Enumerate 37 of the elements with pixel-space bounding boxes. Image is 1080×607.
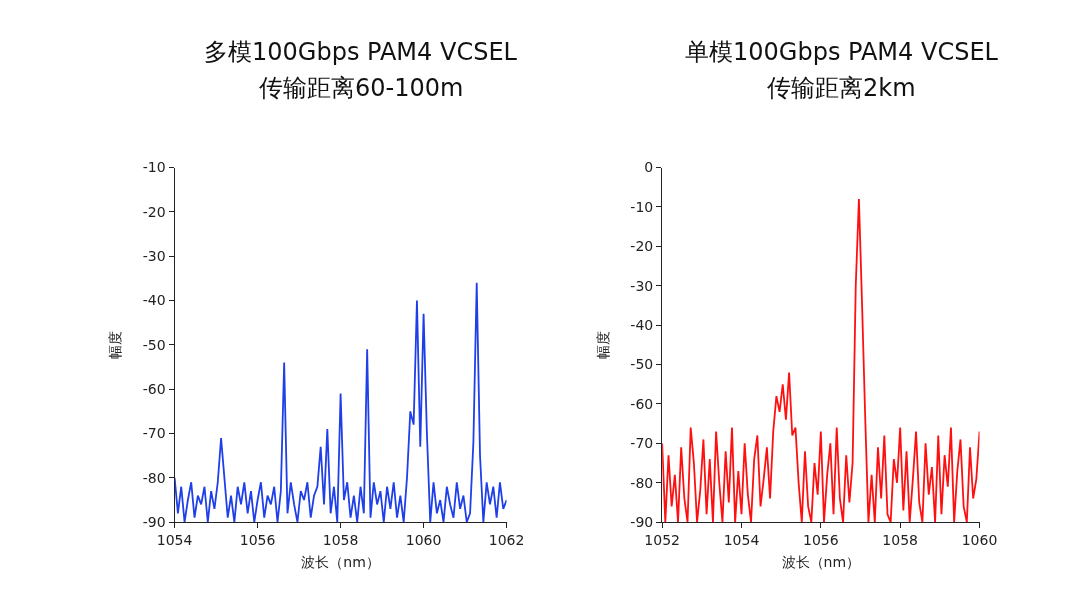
y-tick-label: -40 bbox=[142, 292, 166, 309]
x-tick-label: 1060 bbox=[961, 532, 998, 549]
y-tick-label: -30 bbox=[630, 277, 654, 294]
y-tick-label: -60 bbox=[142, 381, 166, 398]
chart-title: 单模100Gbps PAM4 VCSEL bbox=[685, 38, 999, 66]
y-tick-label: 0 bbox=[644, 159, 654, 176]
y-tick-label: -10 bbox=[142, 159, 166, 176]
x-tick-label: 1060 bbox=[405, 532, 442, 549]
y-tick-label: -20 bbox=[142, 203, 166, 220]
y-tick-label: -80 bbox=[630, 474, 654, 491]
x-tick-label: 1058 bbox=[322, 532, 359, 549]
y-tick-label: -90 bbox=[630, 514, 654, 531]
y-tick-label: -70 bbox=[630, 435, 654, 452]
y-tick-label: -50 bbox=[142, 336, 166, 353]
y-tick-label: -30 bbox=[142, 248, 166, 265]
chart-title: 多模100Gbps PAM4 VCSEL bbox=[204, 38, 518, 66]
y-axis-title: 幅度 bbox=[594, 330, 611, 359]
y-tick-label: -60 bbox=[630, 395, 654, 412]
x-tick-label: 1052 bbox=[644, 532, 680, 549]
x-axis-title: 波长（nm） bbox=[781, 554, 861, 571]
chart-subtitle: 传输距离2km bbox=[767, 74, 916, 102]
y-tick-label: -40 bbox=[630, 317, 654, 334]
y-tick-label: -10 bbox=[630, 198, 654, 215]
x-tick-label: 1056 bbox=[239, 532, 276, 549]
x-tick-label: 1054 bbox=[156, 532, 193, 549]
chart-subtitle: 传输距离60-100m bbox=[259, 74, 464, 102]
y-tick-label: -20 bbox=[630, 238, 654, 255]
y-tick-label: -50 bbox=[630, 356, 654, 373]
x-tick-label: 1054 bbox=[723, 532, 760, 549]
y-tick-label: -70 bbox=[142, 425, 166, 442]
y-tick-label: -80 bbox=[142, 469, 166, 486]
x-tick-label: 1058 bbox=[882, 532, 918, 549]
x-tick-label: 1062 bbox=[488, 532, 525, 549]
y-tick-label: -90 bbox=[142, 514, 166, 531]
x-tick-label: 1056 bbox=[803, 532, 839, 549]
x-axis-title: 波长（nm） bbox=[301, 554, 380, 571]
y-axis-title: 幅度 bbox=[107, 330, 124, 359]
